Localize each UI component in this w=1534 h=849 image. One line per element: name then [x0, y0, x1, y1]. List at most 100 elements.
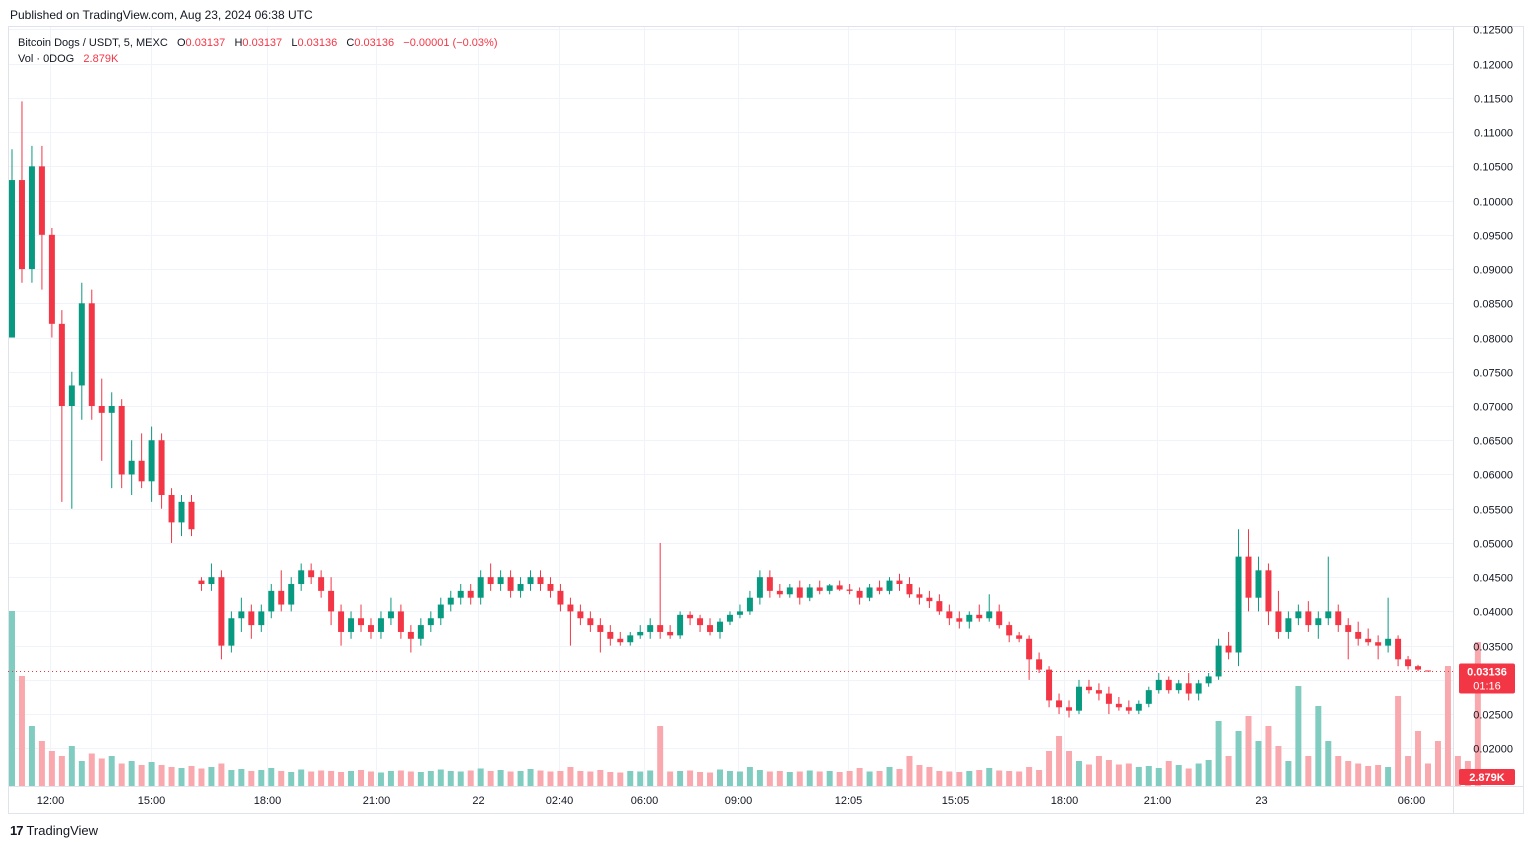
volume-bar — [1066, 751, 1073, 786]
candle-body — [1046, 669, 1053, 701]
candle-body — [1315, 618, 1322, 626]
candle-body — [637, 631, 644, 636]
candles — [9, 101, 1431, 718]
legend-close-label: C — [346, 37, 355, 49]
candle-body — [108, 406, 115, 413]
candle-body — [717, 621, 723, 632]
y-tick-label: 0.09000 — [1473, 265, 1513, 277]
candle-body — [288, 584, 295, 605]
candle-body — [1405, 659, 1412, 667]
volume-bar — [527, 769, 534, 786]
candle-body — [866, 587, 873, 598]
candle-body — [936, 601, 943, 612]
candle-body — [1165, 679, 1172, 691]
volume-bar — [717, 769, 723, 786]
legend-open-label: O — [176, 37, 186, 49]
candle-body — [1006, 625, 1013, 636]
volume-bar — [168, 767, 175, 786]
volume-bar — [886, 767, 893, 786]
x-tick-label: 06:00 — [1398, 795, 1426, 807]
candle-body — [367, 625, 374, 632]
candlestick-chart[interactable]: 0.12500 0.12000 0.11500 0.11000 0.10500 0.100… — [8, 26, 1524, 814]
candle-body — [1066, 707, 1073, 711]
volume-bar — [387, 771, 394, 786]
volume-bar — [836, 772, 843, 786]
candle-body — [756, 577, 763, 598]
volume-bar — [1245, 716, 1252, 786]
candle-body — [567, 604, 574, 612]
x-tick-label: 12:00 — [37, 795, 65, 807]
volume-bar — [18, 676, 25, 786]
volume-bar — [946, 771, 953, 786]
candle-body — [377, 618, 384, 632]
candle-body — [886, 580, 893, 591]
volume-bar — [896, 769, 903, 786]
volume-bar — [1085, 764, 1092, 786]
volume-bar — [1325, 741, 1332, 786]
y-tick-label: 0.05500 — [1473, 505, 1513, 517]
volume-bar — [427, 771, 434, 786]
volume-bar — [397, 770, 404, 786]
volume-bar — [1185, 768, 1192, 786]
y-tick-label: 0.05000 — [1473, 539, 1513, 551]
candle-body — [1415, 666, 1422, 670]
candle-body — [647, 625, 654, 632]
candle-body — [1225, 645, 1232, 653]
volume-bar — [1295, 686, 1302, 786]
volume-bar — [647, 770, 654, 786]
tradingview-logo[interactable]: 17 TradingView — [10, 823, 98, 838]
published-caption: Published on TradingView.com, Aug 23, 20… — [10, 8, 313, 22]
volume-bar — [707, 772, 714, 786]
volume-bar — [188, 766, 195, 786]
volume-bar — [627, 771, 634, 786]
volume-bar — [677, 771, 684, 786]
candle-body — [956, 618, 963, 622]
candle-body — [98, 406, 105, 413]
x-tick-label: 21:00 — [1144, 795, 1172, 807]
volume-bar — [786, 772, 793, 786]
legend-volume-label: Vol · 0DOG — [18, 53, 75, 65]
volume-bar — [866, 771, 873, 786]
volume-bar — [477, 768, 484, 786]
volume-bar — [876, 771, 883, 786]
candle-body — [707, 625, 714, 632]
volume-bar — [1454, 756, 1461, 786]
volume-bar — [1375, 765, 1382, 786]
volume-bar — [1145, 766, 1152, 786]
volume-bar — [697, 772, 704, 786]
candle-body — [1325, 611, 1332, 619]
volume-bar — [1056, 736, 1063, 786]
x-tick-label: 02:40 — [546, 795, 574, 807]
volume-bar — [1474, 642, 1481, 786]
volume-bar — [1026, 767, 1033, 786]
candle-body — [1095, 690, 1102, 694]
candle-body — [1125, 707, 1132, 711]
volume-bar — [1195, 763, 1202, 786]
x-tick-label: 22 — [472, 795, 484, 807]
y-tick-label: 0.06000 — [1473, 470, 1513, 482]
candle-body — [158, 440, 165, 496]
volume-bar — [637, 771, 644, 786]
candle-body — [1155, 679, 1162, 691]
volume-bar — [1125, 763, 1132, 786]
volume-bar — [407, 771, 414, 786]
volume-bar — [956, 772, 963, 786]
volume-bar — [996, 770, 1003, 786]
candle-body — [1305, 611, 1312, 626]
volume-bar — [238, 769, 245, 786]
volume-bar — [288, 772, 295, 786]
y-tick-label: 0.02000 — [1473, 744, 1513, 756]
chart-frame[interactable]: 0.12500 0.12000 0.11500 0.11000 0.10500 0.100… — [8, 26, 1524, 814]
volume-bar — [417, 772, 424, 786]
volume-bar — [1444, 666, 1451, 786]
candle-body — [417, 625, 424, 639]
candle-body — [238, 611, 245, 619]
candle-body — [577, 611, 584, 619]
volume-bar — [1415, 731, 1422, 786]
y-tick-label: 0.10500 — [1473, 162, 1513, 174]
volume-bar — [298, 769, 305, 786]
candle-body — [1295, 611, 1302, 619]
candle-body — [796, 587, 803, 598]
volume-bar — [597, 770, 604, 786]
candle-body — [427, 618, 434, 626]
